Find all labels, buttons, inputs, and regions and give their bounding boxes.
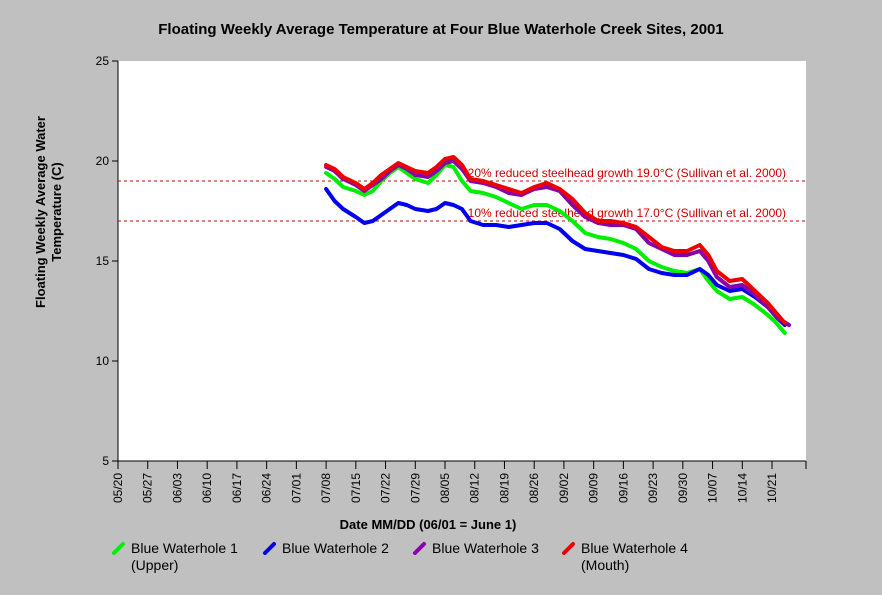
y-tick-label: 20 <box>96 154 110 168</box>
x-tick-label: 09/23 <box>646 473 660 503</box>
x-tick-label: 08/12 <box>468 473 482 503</box>
legend-swatch <box>112 542 125 555</box>
x-tick-label: 08/26 <box>527 473 541 503</box>
x-tick-label: 09/30 <box>676 473 690 503</box>
y-axis-label-line-1: Floating Weekly Average Water <box>33 116 48 308</box>
y-tick-label: 5 <box>102 454 109 468</box>
x-tick-label: 10/07 <box>706 473 720 503</box>
legend-label: Blue Waterhole 3 <box>432 540 539 556</box>
legend: Blue Waterhole 1(Upper) Blue Waterhole 2 B… <box>112 540 688 573</box>
x-tick-label: 09/02 <box>557 473 571 503</box>
x-tick-label: 06/03 <box>170 473 184 503</box>
x-tick-label: 06/17 <box>230 473 244 503</box>
x-tick-label: 09/09 <box>587 473 601 503</box>
legend-label: (Upper) <box>131 557 178 573</box>
legend-swatch <box>562 542 575 555</box>
x-tick-label: 08/05 <box>438 473 452 503</box>
x-tick-label: 07/22 <box>379 473 393 503</box>
legend-label: Blue Waterhole 2 <box>282 540 389 556</box>
series-line <box>324 187 787 327</box>
threshold-label: 20% reduced steelhead growth 19.0°C (Sul… <box>468 166 786 180</box>
x-tick-label: 10/14 <box>735 473 749 503</box>
legend-label: Blue Waterhole 4 <box>581 540 688 556</box>
y-axis-label-line-2: Temperature (C) <box>49 162 64 261</box>
series-line <box>324 155 787 325</box>
x-tick-label: 06/10 <box>200 473 214 503</box>
legend-label: Blue Waterhole 1 <box>131 540 238 556</box>
legend-label: (Mouth) <box>581 557 629 573</box>
x-tick-label: 06/24 <box>260 473 274 503</box>
x-tick-label: 10/21 <box>765 473 779 503</box>
x-tick-label: 05/27 <box>141 473 155 503</box>
y-tick-label: 25 <box>96 54 110 68</box>
x-tick-label: 07/08 <box>319 473 333 503</box>
x-tick-label: 07/01 <box>289 473 303 503</box>
x-tick-label: 07/15 <box>349 473 363 503</box>
legend-swatch <box>413 542 426 555</box>
plot-background <box>118 61 806 461</box>
plot-area: 5 10 15 20 25 05/20 05/27 06/03 06/10 06/17 06/24 0… <box>96 54 807 503</box>
x-tick-label: 07/29 <box>408 473 422 503</box>
threshold-label: 10% reduced steelhead growth 17.0°C (Sul… <box>468 206 786 220</box>
x-tick-label: 05/20 <box>111 473 125 503</box>
y-tick-label: 15 <box>96 254 110 268</box>
legend-swatch <box>263 542 276 555</box>
x-axis-label: Date MM/DD (06/01 = June 1) <box>340 517 517 532</box>
x-tick-label: 08/19 <box>497 473 511 503</box>
x-tick-label: 09/16 <box>616 473 630 503</box>
y-tick-label: 10 <box>96 354 110 368</box>
chart-title: Floating Weekly Average Temperature at F… <box>158 21 723 38</box>
